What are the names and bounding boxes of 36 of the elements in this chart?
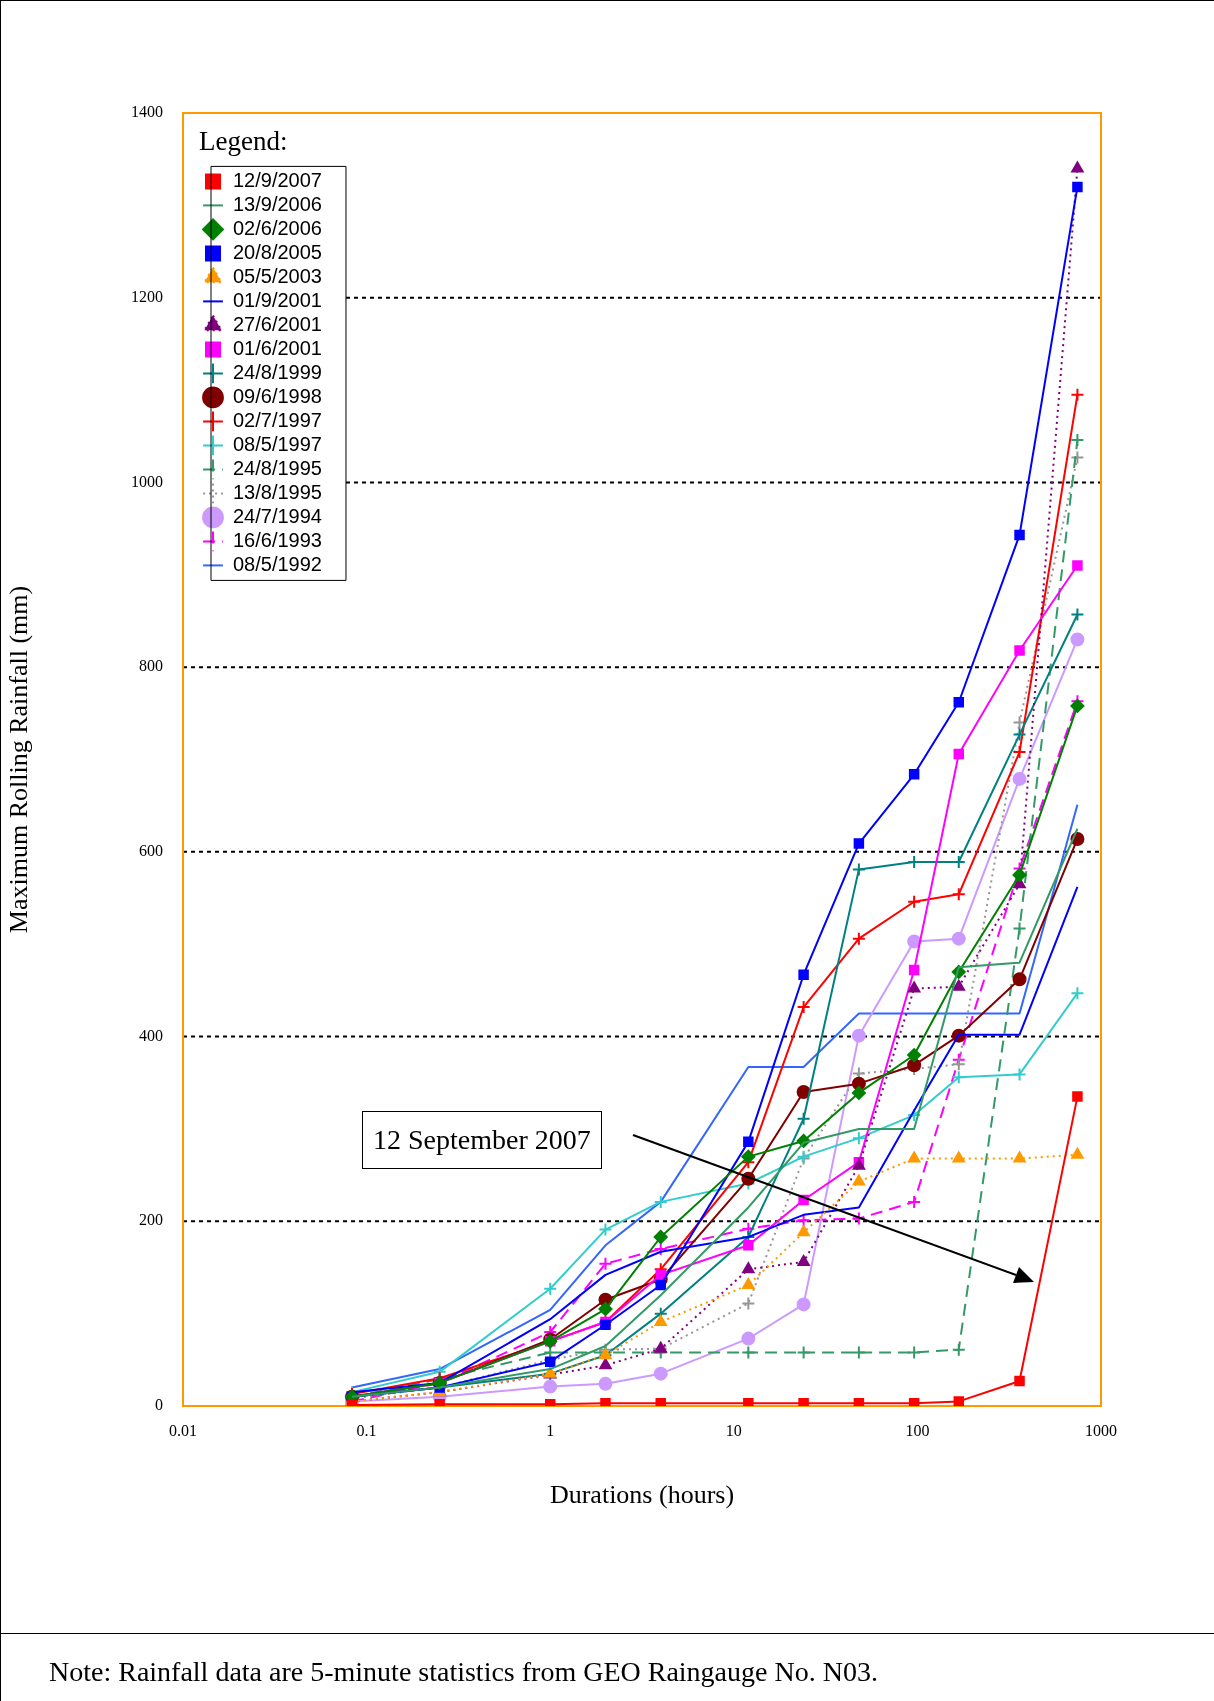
legend-label: 05/5/2003 <box>233 264 322 287</box>
legend-label: 27/6/2001 <box>233 312 322 335</box>
x-axis-title: Durations (hours) <box>549 1480 735 1510</box>
y-tick-label: 1200 <box>131 287 163 305</box>
legend-label: 09/6/1998 <box>233 384 322 407</box>
x-tick-label: 100 <box>905 1421 930 1439</box>
x-tick-label: 1000 <box>1085 1421 1117 1439</box>
y-axis-title: Maximum Rolling Rainfall (mm) <box>4 585 34 934</box>
y-tick-label: 400 <box>139 1026 163 1044</box>
legend-label: 16/6/1993 <box>233 528 322 551</box>
legend-label: 08/5/1997 <box>233 432 322 455</box>
x-tick-label: 1 <box>546 1421 555 1439</box>
legend-label: 24/7/1994 <box>233 504 322 527</box>
y-tick-label: 0 <box>155 1396 163 1414</box>
legend-label: 13/8/1995 <box>233 480 322 503</box>
legend-label: 01/9/2001 <box>233 288 322 311</box>
legend-label: 24/8/1999 <box>233 360 322 383</box>
x-tick-label: 0.01 <box>169 1421 197 1439</box>
y-tick-label: 1000 <box>131 472 163 490</box>
y-tick-label: 1400 <box>131 103 163 121</box>
y-tick-label: 800 <box>139 657 163 675</box>
x-tick-label: 0.1 <box>356 1421 377 1439</box>
y-tick-label: 600 <box>139 842 163 860</box>
legend-label: 20/8/2005 <box>233 240 322 263</box>
legend-title: Legend: <box>199 125 288 156</box>
legend-label: 01/6/2001 <box>233 336 322 359</box>
legend-label: 02/6/2006 <box>233 216 322 239</box>
annotation: 12 September 2007 <box>362 1111 602 1169</box>
x-tick-label: 10 <box>725 1421 742 1439</box>
legend-label: 24/8/1995 <box>233 456 322 479</box>
legend-label: 13/9/2006 <box>233 192 322 215</box>
text: Note: Rainfall data are 5-minute statistics from GEO Raingauge No. N03. <box>49 1656 879 1688</box>
legend-label: 02/7/1997 <box>233 408 322 431</box>
legend-label: 08/5/1992 <box>233 552 322 575</box>
legend-label: 12/9/2007 <box>233 168 322 191</box>
y-tick-label: 200 <box>139 1211 163 1229</box>
